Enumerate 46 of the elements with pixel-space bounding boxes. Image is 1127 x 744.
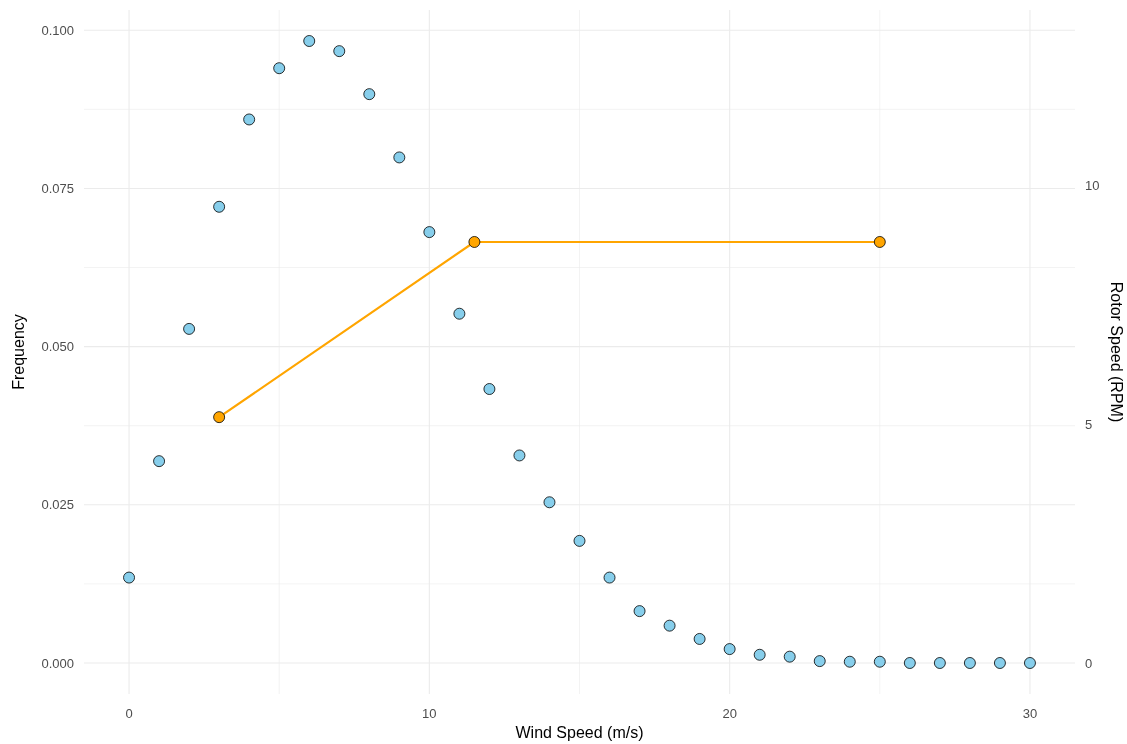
- y-tick-label: 0.050: [41, 339, 74, 355]
- point: [273, 62, 286, 75]
- point: [723, 643, 736, 655]
- x-tick-label: 10: [422, 706, 437, 721]
- point: [873, 655, 886, 668]
- point: [393, 151, 406, 164]
- point: [933, 657, 946, 669]
- x-tick-label: 0: [125, 706, 133, 721]
- point: [663, 619, 676, 632]
- point: [363, 88, 376, 101]
- point: [303, 35, 316, 47]
- point: [1024, 657, 1036, 669]
- x-tick-label: 30: [1022, 706, 1038, 721]
- point: [903, 657, 916, 669]
- point: [633, 605, 646, 618]
- y2-axis-title: Rotor Speed (RPM): [1108, 281, 1125, 423]
- y-tick-label: 0.025: [41, 497, 74, 513]
- y-tick-label: 0.000: [41, 655, 74, 671]
- point: [693, 633, 706, 645]
- y-tick-label: 0.075: [41, 180, 74, 196]
- y2-tick-label: 5: [1085, 416, 1093, 432]
- point: [453, 307, 466, 320]
- point: [753, 648, 766, 661]
- point: [813, 655, 826, 667]
- y2-tick-label: 10: [1085, 178, 1100, 194]
- point: [483, 383, 496, 395]
- y-axis-title: Frequency: [10, 314, 27, 390]
- point: [513, 449, 526, 462]
- point: [153, 455, 165, 468]
- point: [783, 650, 796, 663]
- point: [603, 571, 616, 584]
- point: [183, 323, 196, 335]
- x-tick-label: 20: [722, 706, 737, 721]
- point: [243, 113, 256, 126]
- point: [543, 496, 556, 509]
- point: [573, 534, 586, 547]
- point: [963, 657, 976, 669]
- point: [423, 226, 436, 238]
- point: [213, 200, 226, 213]
- y2-tick-label: 0: [1085, 655, 1093, 671]
- x-axis-title: Wind Speed (m/s): [515, 724, 644, 741]
- point: [333, 45, 346, 58]
- point: [123, 571, 135, 584]
- point: [843, 655, 856, 668]
- point: [994, 657, 1006, 669]
- y-tick-label: 0.100: [41, 22, 74, 38]
